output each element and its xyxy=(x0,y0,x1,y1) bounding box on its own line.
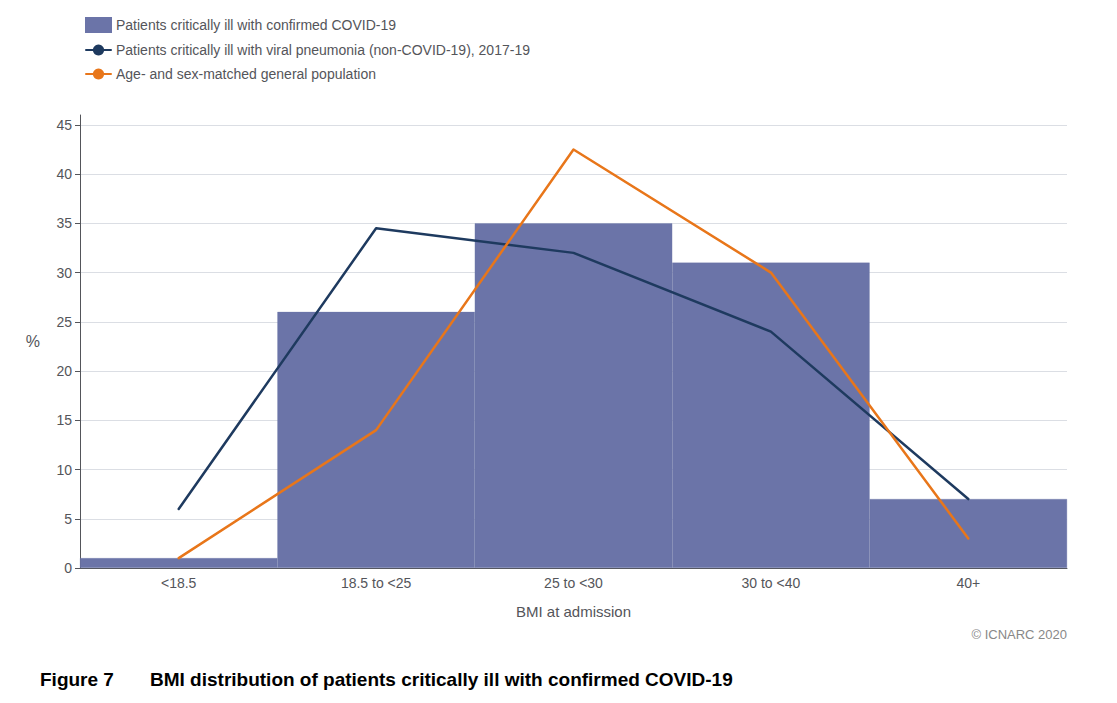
svg-text:25: 25 xyxy=(56,314,72,330)
svg-text:<18.5: <18.5 xyxy=(161,575,197,591)
svg-text:Patients critically ill with c: Patients critically ill with confirmed C… xyxy=(116,17,396,33)
svg-text:18.5 to <25: 18.5 to <25 xyxy=(341,575,412,591)
svg-text:25 to <30: 25 to <30 xyxy=(544,575,603,591)
svg-text:%: % xyxy=(26,333,40,350)
svg-text:Figure 7: Figure 7 xyxy=(40,669,114,690)
svg-text:40: 40 xyxy=(56,166,72,182)
svg-text:40+: 40+ xyxy=(956,575,980,591)
svg-text:BMI distribution of patients c: BMI distribution of patients critically … xyxy=(150,669,733,690)
svg-text:20: 20 xyxy=(56,363,72,379)
svg-text:30: 30 xyxy=(56,265,72,281)
svg-text:45: 45 xyxy=(56,117,72,133)
svg-text:BMI at admission: BMI at admission xyxy=(516,603,631,620)
svg-text:Patients critically ill with v: Patients critically ill with viral pneum… xyxy=(116,42,530,58)
svg-text:0: 0 xyxy=(64,560,72,576)
svg-text:5: 5 xyxy=(64,511,72,527)
svg-text:© ICNARC 2020: © ICNARC 2020 xyxy=(971,627,1067,642)
svg-text:10: 10 xyxy=(56,462,72,478)
svg-text:35: 35 xyxy=(56,215,72,231)
svg-text:30 to <40: 30 to <40 xyxy=(742,575,801,591)
svg-text:15: 15 xyxy=(56,412,72,428)
svg-text:Age- and sex-matched general p: Age- and sex-matched general population xyxy=(116,66,376,82)
